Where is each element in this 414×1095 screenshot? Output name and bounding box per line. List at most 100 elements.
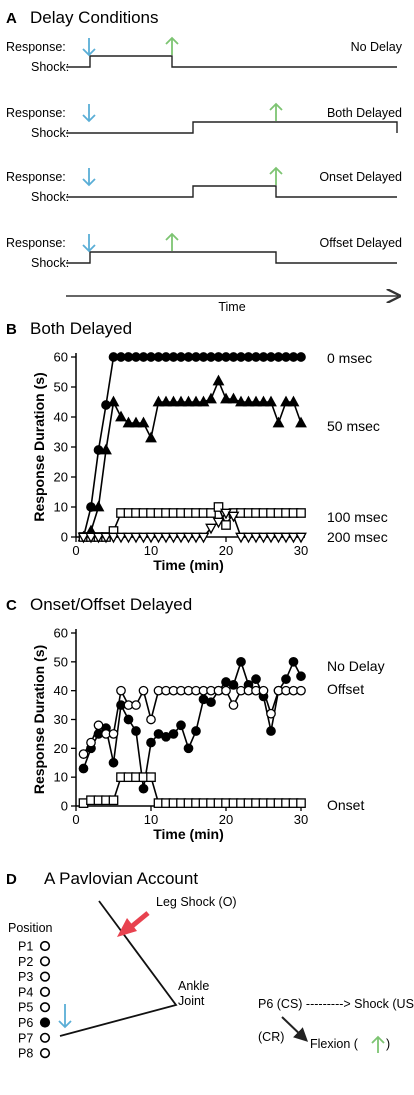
data-point bbox=[145, 532, 157, 544]
x-axis-title: Time (min) bbox=[153, 557, 224, 573]
position-p7: P7 bbox=[18, 1031, 33, 1045]
data-point bbox=[266, 708, 276, 719]
series-onset bbox=[78, 772, 306, 808]
down-arrow-icon-0 bbox=[82, 38, 96, 57]
position-p6: P6 bbox=[18, 1016, 33, 1030]
ankle-label-line2: Joint bbox=[178, 994, 205, 1008]
position-dot bbox=[39, 940, 51, 952]
y-tick-label: 30 bbox=[54, 712, 68, 727]
up-arrow-icon-1-head bbox=[269, 102, 283, 111]
data-point bbox=[152, 532, 165, 544]
data-point bbox=[228, 680, 239, 690]
y-tick-label: 50 bbox=[54, 654, 68, 669]
data-point bbox=[296, 798, 306, 808]
y-tick-label: 60 bbox=[54, 350, 68, 365]
position-dot bbox=[39, 1047, 51, 1059]
data-point bbox=[137, 532, 150, 544]
data-point bbox=[227, 511, 240, 523]
data-point bbox=[296, 352, 306, 362]
y-tick-label: 10 bbox=[54, 770, 68, 785]
position-p4: P4 bbox=[18, 985, 33, 999]
position-label: Position bbox=[8, 921, 53, 935]
data-point bbox=[160, 532, 172, 544]
series-offset bbox=[78, 685, 306, 759]
x-tick-label: 0 bbox=[72, 543, 79, 558]
shock-label-3: Shock: bbox=[31, 256, 69, 270]
data-point bbox=[130, 416, 142, 428]
position-p3: P3 bbox=[18, 970, 33, 984]
series-no-delay bbox=[78, 656, 306, 794]
data-point bbox=[122, 416, 135, 428]
y-tick-label: 30 bbox=[54, 440, 68, 455]
shock-label-1: Shock: bbox=[31, 126, 69, 140]
series-label: 50 msec bbox=[327, 418, 380, 434]
data-point bbox=[190, 395, 202, 407]
data-point bbox=[78, 763, 89, 774]
data-point bbox=[205, 392, 217, 404]
series-label: 100 msec bbox=[327, 509, 388, 525]
data-point bbox=[197, 395, 210, 407]
ankle-label-line1: Ankle bbox=[178, 979, 209, 993]
response-label-0: Response: bbox=[6, 40, 66, 54]
active-position-dot bbox=[39, 1017, 51, 1028]
position-dot bbox=[39, 1002, 51, 1013]
data-point bbox=[85, 532, 97, 544]
leg-outline bbox=[59, 900, 178, 1037]
y-axis-title: Response Duration (s) bbox=[31, 372, 47, 521]
data-point bbox=[220, 508, 232, 520]
down-arrow-icon-0-head bbox=[82, 48, 96, 57]
data-point bbox=[86, 737, 96, 748]
data-point bbox=[221, 520, 231, 530]
data-point bbox=[280, 395, 292, 407]
panel-c: C Onset/Offset Delayed 0 10 20 30 40 50 60 0 10 2… bbox=[6, 595, 385, 842]
down-arrow-icon-2 bbox=[82, 168, 96, 187]
y-tick-label: 20 bbox=[54, 470, 68, 485]
data-point bbox=[191, 726, 201, 736]
data-point bbox=[266, 726, 276, 736]
series-label: No Delay bbox=[327, 658, 385, 674]
position-dot bbox=[39, 956, 51, 967]
data-point bbox=[265, 532, 277, 544]
data-point bbox=[78, 749, 89, 759]
data-point bbox=[250, 532, 262, 544]
up-arrow-icon-1 bbox=[269, 102, 283, 121]
data-point bbox=[212, 374, 225, 386]
x-tick-label: 10 bbox=[144, 812, 158, 827]
chart-b: 0 10 20 30 40 50 60 0 10 20 30 Time (min) Response D… bbox=[31, 350, 388, 574]
response-label-3: Response: bbox=[6, 236, 66, 250]
data-point bbox=[100, 443, 112, 455]
row-name-3: Offset Delayed bbox=[320, 236, 403, 250]
position-dot bbox=[39, 1032, 51, 1043]
series-0-msec bbox=[78, 352, 306, 542]
data-point bbox=[131, 700, 141, 710]
row-name-1: Both Delayed bbox=[327, 106, 402, 120]
response-label-2: Response: bbox=[6, 170, 66, 184]
data-point bbox=[221, 685, 231, 696]
shock-trace-3 bbox=[66, 251, 397, 264]
data-point bbox=[212, 517, 225, 529]
data-point bbox=[197, 532, 210, 544]
data-point bbox=[265, 395, 277, 407]
position-p2: P2 bbox=[18, 955, 33, 969]
y-tick-label: 0 bbox=[61, 799, 68, 814]
data-point bbox=[206, 508, 216, 518]
series-200-msec bbox=[77, 508, 307, 544]
up-arrow-icon-3-head bbox=[165, 232, 179, 241]
up-arrow-icon-2-head bbox=[269, 166, 283, 175]
data-point bbox=[145, 431, 157, 443]
panel-c-title: Onset/Offset Delayed bbox=[30, 595, 192, 614]
data-point bbox=[235, 395, 247, 407]
panel-a: A Delay Conditions Response: Shock: No Del… bbox=[6, 8, 403, 314]
data-point bbox=[176, 720, 186, 731]
position-dot bbox=[39, 986, 51, 998]
up-arrow-icon-3 bbox=[165, 232, 179, 251]
x-tick-label: 20 bbox=[219, 812, 233, 827]
data-point bbox=[220, 392, 232, 404]
data-point bbox=[138, 783, 149, 794]
series-label: 0 msec bbox=[327, 350, 372, 366]
data-point bbox=[167, 395, 180, 407]
time-label: Time bbox=[218, 300, 245, 314]
series-label: Onset bbox=[327, 797, 364, 813]
panel-d-title: A Pavlovian Account bbox=[44, 869, 198, 888]
